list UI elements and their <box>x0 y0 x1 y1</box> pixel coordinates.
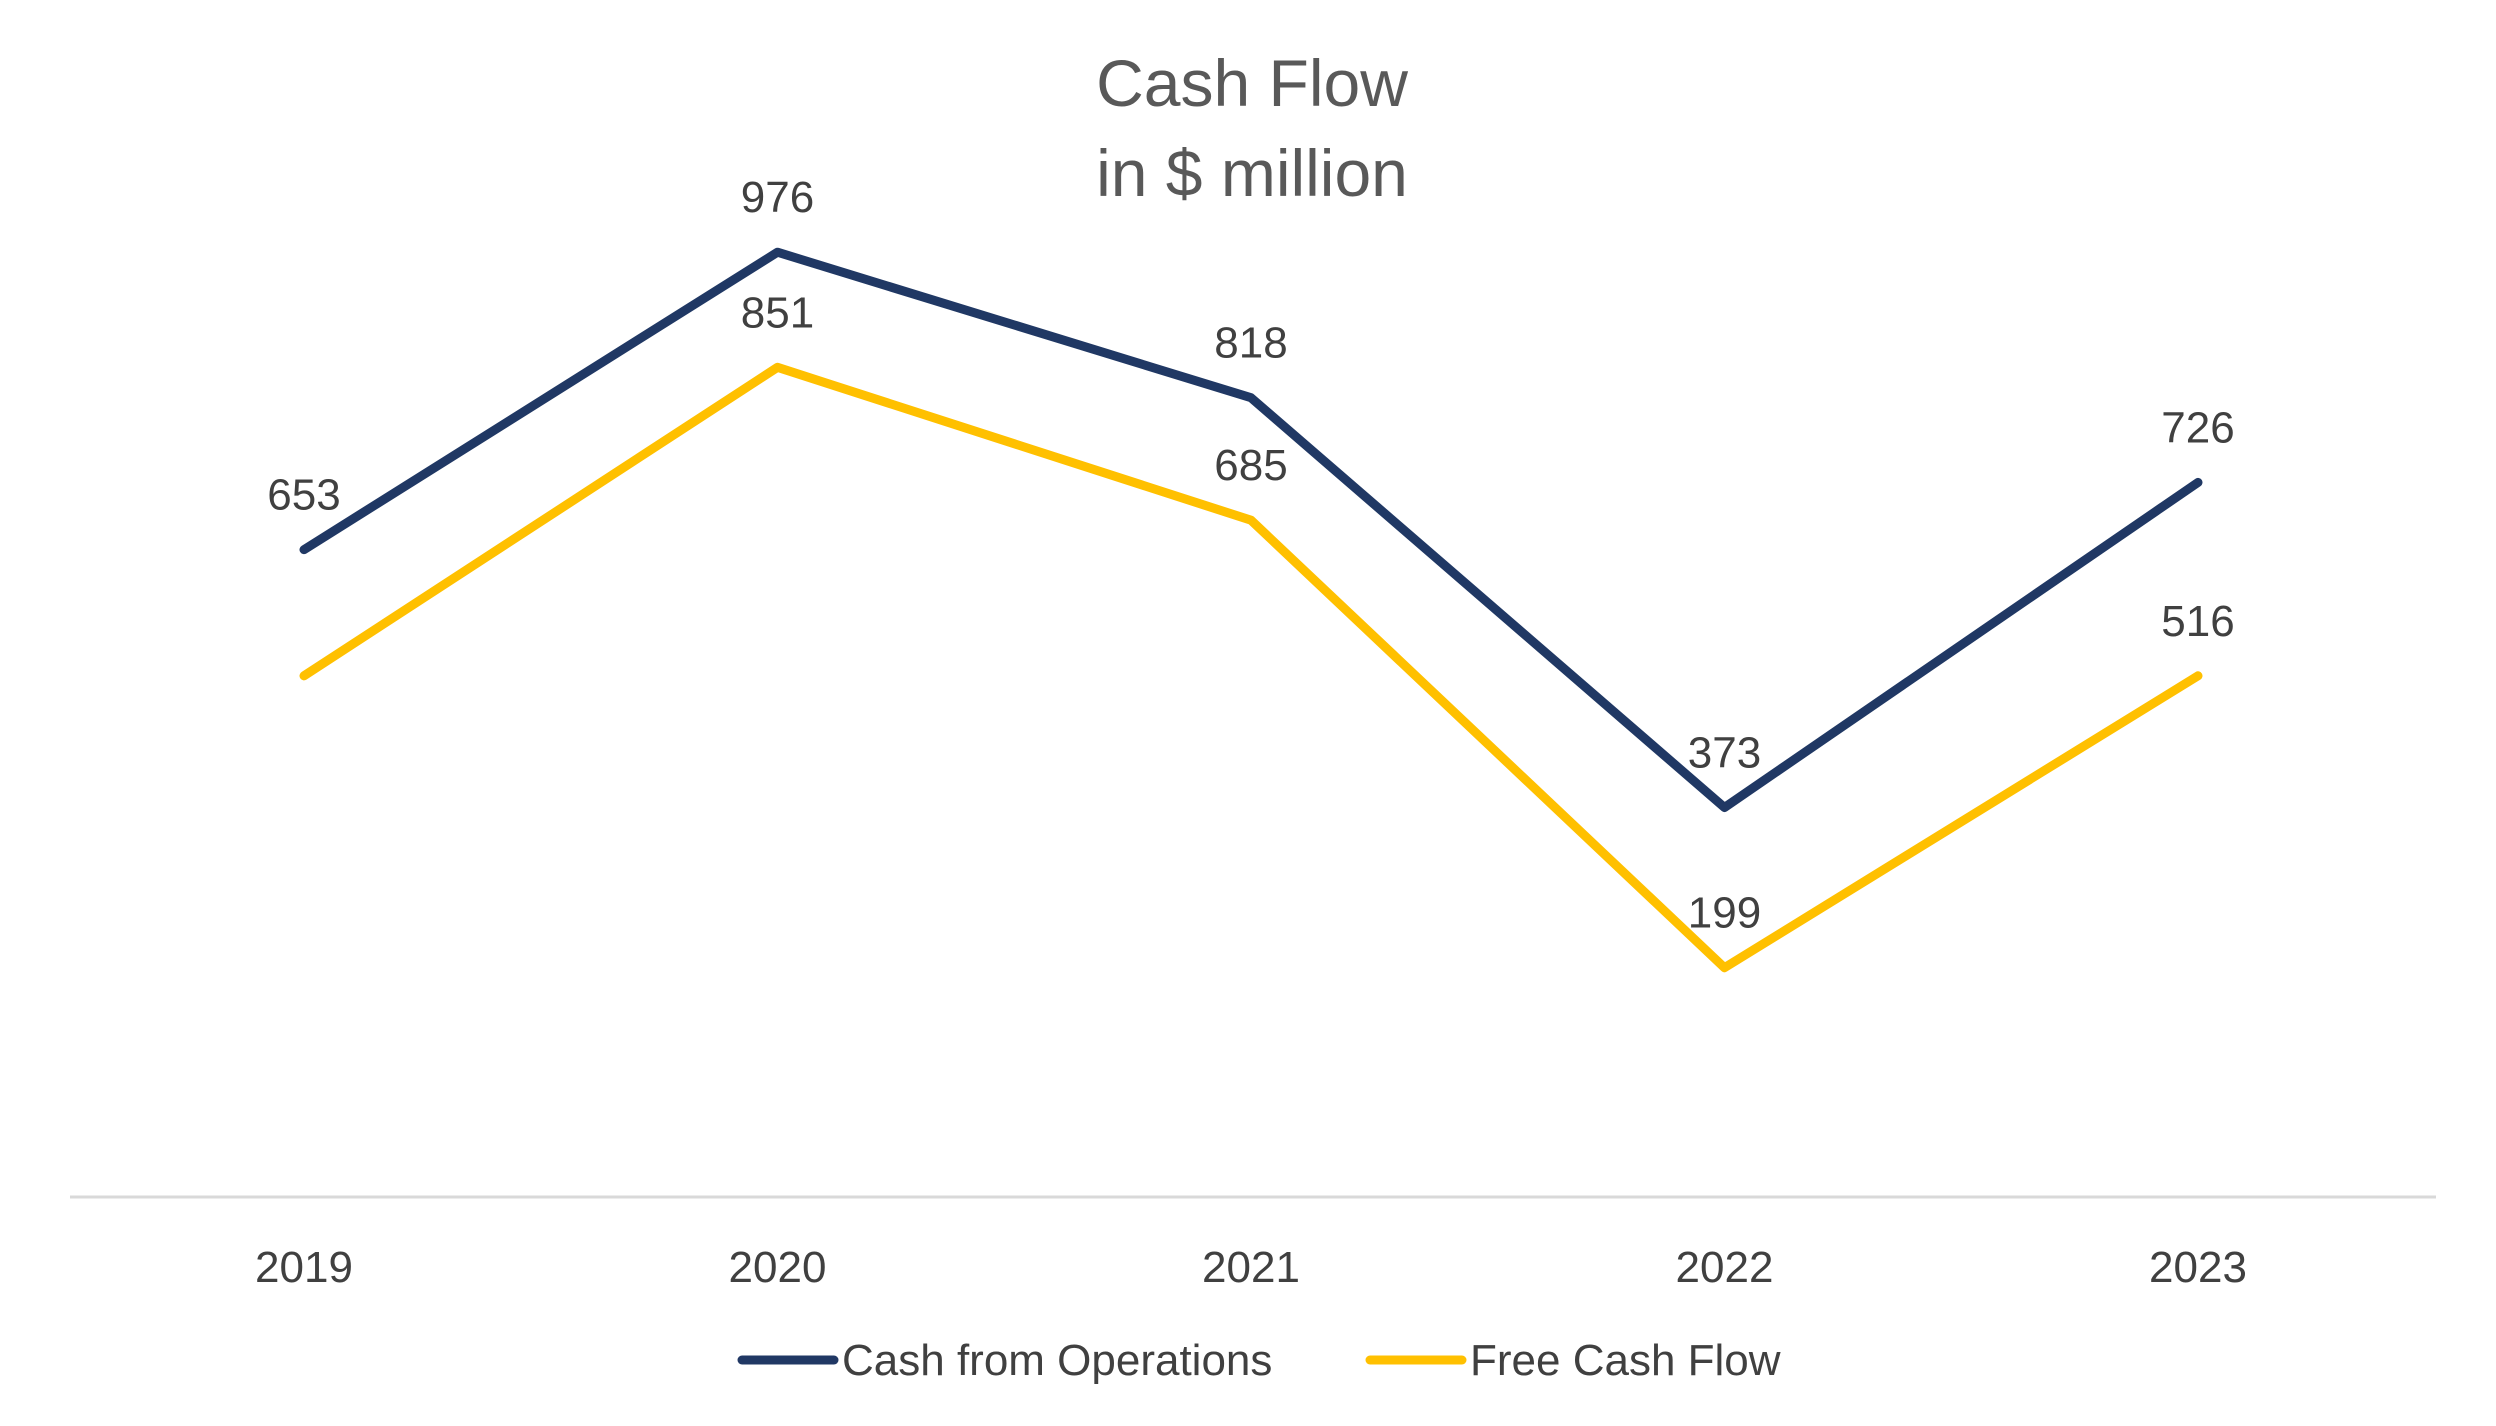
x-tick-label-2020: 2020 <box>729 1243 827 1292</box>
data-label-cash-from-operations-2022: 373 <box>1688 728 1761 777</box>
legend: Cash from Operations Free Cash Flow <box>737 1336 1781 1385</box>
legend-label-free-cash-flow: Free Cash Flow <box>1470 1336 1781 1385</box>
chart-title: Cash Flow <box>1096 46 1408 120</box>
data-label-cash-from-operations-2019: 653 <box>267 471 340 520</box>
series-line-free-cash-flow <box>299 362 2203 973</box>
data-label-free-cash-flow-2022: 199 <box>1688 889 1761 938</box>
data-label-free-cash-flow-2023: 516 <box>2161 597 2234 646</box>
data-labels-layer: 653 976 818 373 726 851 685 199 516 <box>267 173 2234 937</box>
x-tick-label-2022: 2022 <box>1676 1243 1774 1292</box>
x-tick-label-2019: 2019 <box>255 1243 353 1292</box>
data-label-cash-from-operations-2020: 976 <box>741 173 814 222</box>
series-layer <box>299 247 2203 973</box>
chart-subtitle: in $ million <box>1096 136 1408 210</box>
series-line-cash-from-operations <box>299 247 2203 812</box>
data-label-cash-from-operations-2021: 818 <box>1214 319 1287 368</box>
data-label-cash-from-operations-2023: 726 <box>2161 403 2234 452</box>
legend-label-cash-from-operations: Cash from Operations <box>842 1336 1272 1385</box>
data-label-free-cash-flow-2021: 685 <box>1214 441 1287 490</box>
x-tick-label-2023: 2023 <box>2149 1243 2247 1292</box>
data-label-free-cash-flow-2020: 851 <box>741 288 814 337</box>
x-tick-label-2021: 2021 <box>1202 1243 1300 1292</box>
x-tick-labels: 2019 2020 2021 2022 2023 <box>255 1243 2247 1292</box>
